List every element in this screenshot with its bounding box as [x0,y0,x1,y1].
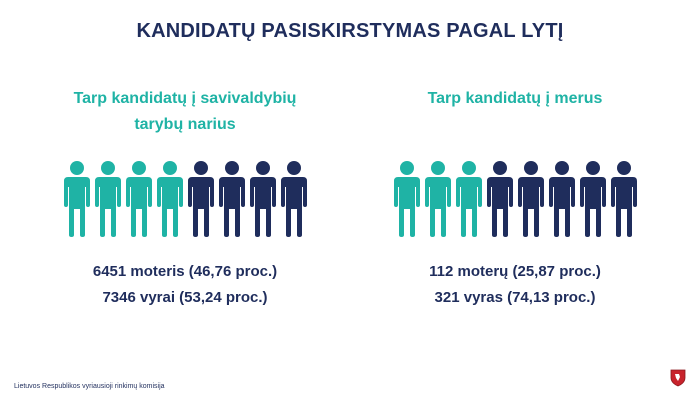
person-icon-man [579,161,607,237]
panel-subtitle: Tarp kandidatų į merus [350,86,680,138]
person-icon-woman [63,161,91,237]
person-icon-man [187,161,215,237]
person-icon-man [610,161,638,237]
panel-mayor-candidates: Tarp kandidatų į merus 112 moterų (25,87… [350,86,680,311]
subtitle-line-2: tarybų narius [134,116,236,133]
person-icon-woman [455,161,483,237]
person-icons [350,161,680,237]
person-icon-man [486,161,514,237]
person-icons [20,161,350,237]
person-icon-man [249,161,277,237]
person-icon-man [548,161,576,237]
person-icon-woman [125,161,153,237]
page-title: KANDIDATŲ PASISKIRSTYMAS PAGAL LYTĮ [136,20,564,42]
panel-subtitle: Tarp kandidatų į savivaldybių tarybų nar… [20,86,350,138]
men-count: 7346 vyrai (53,24 proc.) [102,289,268,306]
person-icon-woman [393,161,421,237]
panel-stats: 112 moterų (25,87 proc.) 321 vyras (74,1… [350,259,680,311]
person-icon-woman [94,161,122,237]
footer-organization: Lietuvos Respublikos vyriausioji rinkimų… [14,383,165,390]
person-icon-man [517,161,545,237]
person-icon-man [218,161,246,237]
person-icon-woman [424,161,452,237]
subtitle-line-1: Tarp kandidatų į merus [427,90,603,107]
panel-council-candidates: Tarp kandidatų į savivaldybių tarybų nar… [20,86,350,311]
subtitle-line-1: Tarp kandidatų į savivaldybių [73,90,297,107]
person-icon-man [280,161,308,237]
panel-stats: 6451 moteris (46,76 proc.) 7346 vyrai (5… [20,259,350,311]
person-icon-woman [156,161,184,237]
women-count: 6451 moteris (46,76 proc.) [92,263,278,280]
men-count: 321 vyras (74,13 proc.) [434,289,596,306]
women-count: 112 moterų (25,87 proc.) [429,263,601,280]
coat-of-arms-icon [670,369,686,392]
